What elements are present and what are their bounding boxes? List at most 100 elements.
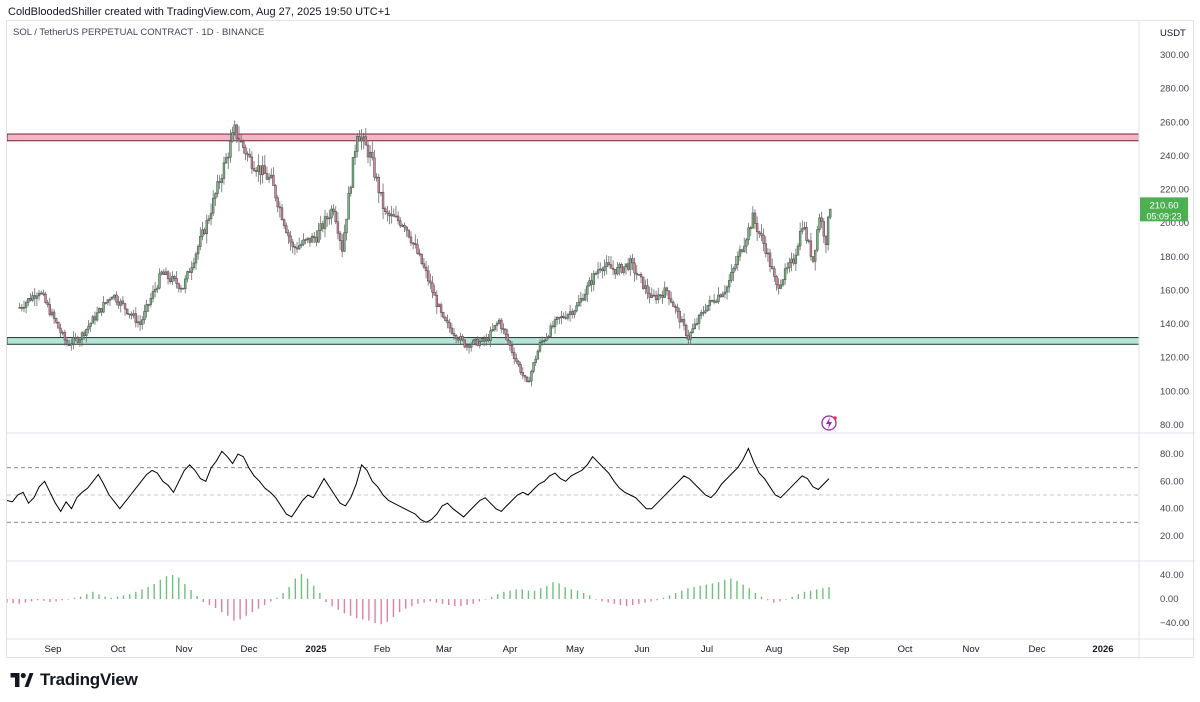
macd-bar: [251, 599, 254, 613]
candle-body: [553, 319, 557, 328]
candle-body: [102, 302, 105, 313]
candle-body: [725, 286, 729, 293]
candle-body: [351, 157, 355, 188]
candle-body: [394, 215, 398, 218]
candle-body: [626, 263, 630, 270]
candle-body: [386, 211, 389, 214]
candle-body: [493, 325, 497, 330]
candle-body: [306, 237, 309, 240]
chart-canvas[interactable]: 80.00 60.00 40.00 20.00 40.00 0.00 −40.00 SOL…: [6, 21, 1195, 659]
candle-body: [207, 218, 211, 221]
candle-body: [803, 227, 806, 230]
macd-bar: [116, 596, 119, 599]
candle-body: [702, 311, 705, 314]
candle-body: [439, 304, 443, 313]
macd-bar: [196, 596, 198, 599]
candle-body: [65, 339, 69, 345]
candle-body: [85, 328, 88, 336]
candle-body: [732, 268, 735, 273]
candle-body: [343, 232, 346, 252]
macd-bar: [79, 596, 82, 599]
candle-body: [110, 296, 114, 300]
candle-body: [813, 249, 817, 262]
macd-tick-label: −40.00: [1160, 618, 1189, 629]
macd-bar: [509, 590, 511, 599]
candle-body: [590, 280, 593, 285]
macd-bar: [773, 599, 775, 603]
candle-body: [721, 293, 724, 298]
candle-body: [203, 229, 206, 235]
macd-bar: [49, 599, 51, 602]
candle-body: [190, 267, 193, 273]
macd-bar: [687, 588, 689, 599]
candle-body: [564, 317, 568, 319]
candle-body: [497, 319, 501, 324]
candle-body: [476, 338, 479, 346]
macd-bar: [674, 593, 677, 599]
candle-body: [482, 338, 486, 342]
candle-body: [18, 306, 21, 309]
macd-bar: [724, 579, 726, 599]
candle-body: [261, 165, 264, 176]
candle-body: [63, 332, 67, 341]
candle-body: [790, 258, 793, 263]
candle-body: [665, 287, 669, 292]
macd-bar: [760, 596, 763, 599]
price-tick-label: 120.00: [1160, 353, 1189, 364]
currency-label: USDT: [1160, 28, 1186, 39]
candle-body: [611, 267, 615, 270]
lightning-icon-bolt: [826, 417, 832, 429]
candle-body: [579, 298, 583, 303]
candle-body: [48, 304, 52, 316]
macd-bar: [92, 591, 94, 599]
candle-body: [218, 181, 221, 183]
candle-body: [521, 372, 525, 376]
candle-body: [616, 267, 619, 275]
macd-bar: [828, 587, 830, 599]
candle-body: [340, 240, 344, 252]
last-price-tag: [1140, 197, 1188, 222]
macd-bar: [497, 594, 499, 599]
candle-body: [633, 262, 636, 274]
candle-body: [373, 157, 376, 178]
macd-bar: [214, 599, 217, 608]
candle-body: [581, 298, 585, 301]
time-tick-label: Aug: [766, 644, 783, 655]
macd-bar: [73, 597, 76, 599]
candle-body: [379, 191, 383, 194]
rsi-tick-label: 40.00: [1160, 504, 1184, 515]
tradingview-logo[interactable]: TradingView: [10, 670, 138, 690]
candle-body: [538, 341, 542, 352]
candle-body: [74, 337, 77, 339]
macd-bar: [67, 599, 70, 600]
candle-body: [304, 239, 307, 241]
candle-body: [169, 278, 172, 282]
candle-body: [684, 324, 688, 336]
candle-body: [227, 156, 230, 159]
price-tick-label: 240.00: [1160, 151, 1189, 162]
macd-bar: [208, 599, 211, 605]
macd-bar: [36, 599, 39, 601]
candle-body: [594, 272, 598, 275]
chart-frame[interactable]: 80.00 60.00 40.00 20.00 40.00 0.00 −40.00 SOL…: [6, 20, 1195, 659]
candle-body: [171, 276, 174, 282]
price-tick-label: 220.00: [1160, 185, 1189, 196]
candle-body: [710, 299, 714, 302]
macd-bar: [644, 599, 646, 603]
lightning-icon[interactable]: [821, 415, 837, 431]
symbol-title: SOL / TetherUS PERPETUAL CONTRACT · 1D ·…: [13, 27, 264, 38]
time-tick-label: 2025: [305, 644, 327, 655]
candle-body: [777, 284, 780, 289]
candle-body: [411, 242, 415, 245]
candle-body: [648, 292, 651, 298]
candle-body: [27, 298, 30, 303]
candle-body: [237, 138, 241, 142]
candle-body: [555, 316, 559, 320]
candle-body: [687, 335, 690, 340]
candle-body: [568, 311, 572, 315]
candle-body: [635, 272, 638, 276]
candle-body: [338, 232, 342, 242]
candle-body: [751, 212, 755, 229]
candle-body: [631, 258, 634, 264]
macd-bar: [245, 599, 247, 616]
